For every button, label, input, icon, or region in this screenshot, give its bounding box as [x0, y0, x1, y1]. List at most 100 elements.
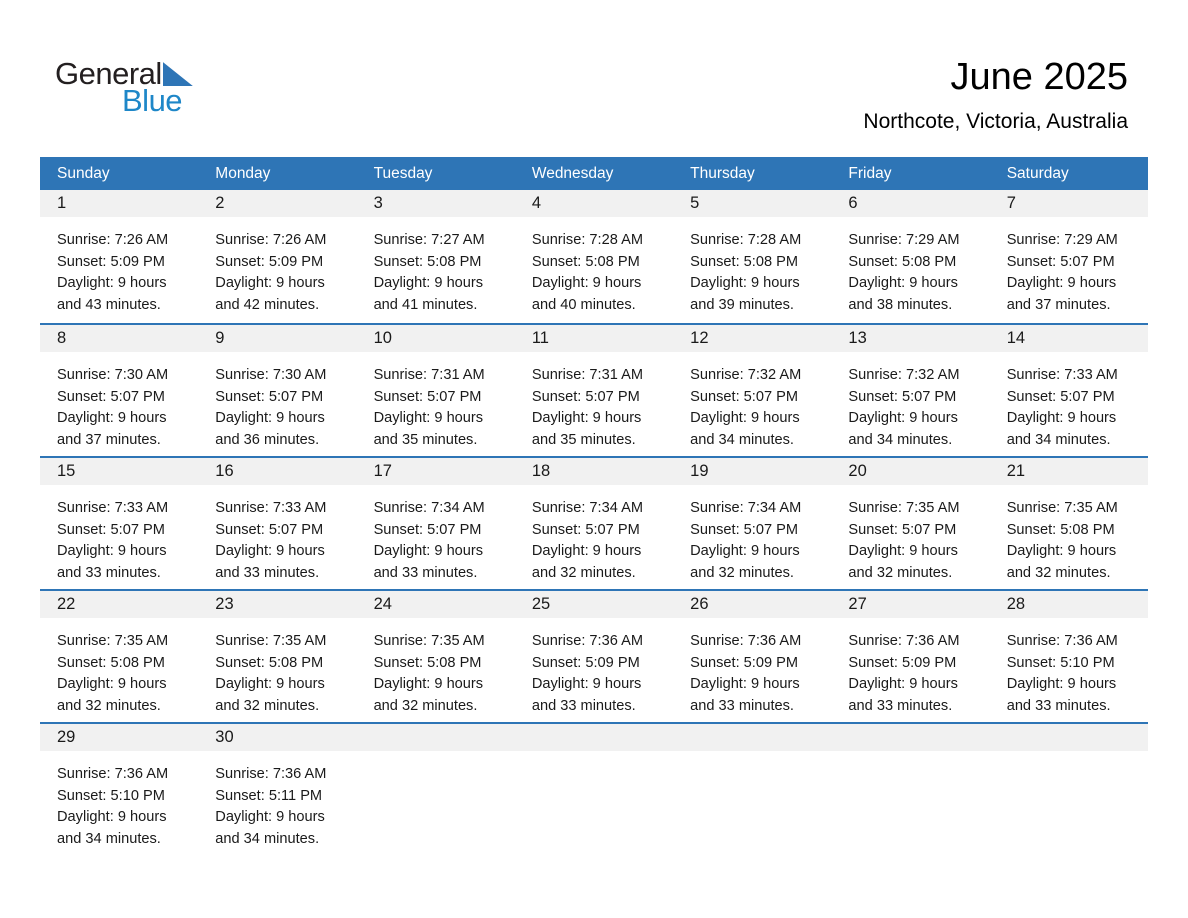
sunrise-text: Sunrise: 7:35 AM: [215, 633, 327, 649]
day-details: Sunrise: 7:34 AM Sunset: 5:07 PM Daylight:…: [532, 498, 665, 584]
day-number: 5: [690, 194, 700, 212]
sunset-text: Sunset: 5:09 PM: [690, 654, 799, 671]
sunset-text: Sunset: 5:08 PM: [690, 253, 799, 270]
weekday-header-monday: Monday: [215, 164, 271, 182]
day-number: 13: [848, 329, 867, 347]
day-number: 21: [1006, 462, 1026, 480]
day-details: Sunrise: 7:29 AM Sunset: 5:08 PM Daylight:…: [848, 230, 981, 316]
sunrise-text: Sunrise: 7:29 AM: [1006, 232, 1118, 248]
day-number: 24: [373, 595, 392, 613]
daylight-text-line2: and 34 minutes.: [848, 431, 953, 448]
day-cell-28: 28 Sunrise: 7:36 AM Sunset: 5:10 PM Dayligh…: [990, 591, 1148, 722]
daylight-text-line1: Daylight: 9 hours: [848, 676, 958, 693]
sunrise-text: Sunrise: 7:34 AM: [690, 500, 802, 516]
sunset-text: Sunset: 5:07 PM: [1006, 253, 1115, 270]
weekday-header-row: Sunday Monday Tuesday Wednesday Thursday Frid…: [40, 157, 1148, 190]
daylight-text-line1: Daylight: 9 hours: [531, 676, 642, 693]
day-details: Sunrise: 7:35 AM Sunset: 5:08 PM Daylight:…: [1007, 498, 1140, 584]
calendar-table: Sunday Monday Tuesday Wednesday Thursday Frid…: [40, 157, 1148, 855]
day-details: Sunrise: 7:33 AM Sunset: 5:07 PM Daylight:…: [57, 498, 190, 584]
day-details: Sunrise: 7:26 AM Sunset: 5:09 PM Daylight:…: [57, 230, 190, 316]
day-cell-30: 30 Sunrise: 7:36 AM Sunset: 5:11 PM Dayligh…: [198, 724, 356, 855]
week-row: 1 Sunrise: 7:26 AM Sunset: 5:09 PM Daylight…: [40, 190, 1148, 323]
day-number: 29: [57, 728, 76, 746]
day-details: Sunrise: 7:34 AM Sunset: 5:07 PM Daylight:…: [374, 498, 507, 584]
sunset-text: Sunset: 5:07 PM: [57, 521, 165, 538]
week-row: 29 Sunrise: 7:36 AM Sunset: 5:10 PM Dayligh…: [40, 722, 1148, 855]
day-cell-empty: [357, 724, 515, 855]
day-cell-8: 8 Sunrise: 7:30 AM Sunset: 5:07 PM Daylight…: [40, 325, 198, 456]
day-cell-27: 27 Sunrise: 7:36 AM Sunset: 5:09 PM Dayligh…: [831, 591, 989, 722]
day-cell-16: 16 Sunrise: 7:33 AM Sunset: 5:07 PM Dayligh…: [198, 458, 356, 589]
week-row: 8 Sunrise: 7:30 AM Sunset: 5:07 PM Daylight…: [40, 323, 1148, 456]
sunrise-text: Sunrise: 7:26 AM: [57, 232, 169, 248]
daylight-text-line2: and 38 minutes.: [848, 296, 953, 313]
sunrise-text: Sunrise: 7:27 AM: [373, 232, 485, 248]
day-cell-26: 26 Sunrise: 7:36 AM Sunset: 5:09 PM Dayligh…: [673, 591, 831, 722]
weekday-header-friday: Friday: [848, 164, 892, 182]
day-cell-empty: [673, 724, 831, 855]
daylight-text-line2: and 42 minutes.: [215, 296, 320, 313]
daylight-text-line1: Daylight: 9 hours: [1006, 275, 1117, 292]
sunset-text: Sunset: 5:08 PM: [57, 654, 165, 671]
daylight-text-line2: and 34 minutes.: [1006, 431, 1111, 448]
daylight-text-line2: and 32 minutes.: [531, 564, 636, 581]
day-number: 19: [690, 462, 709, 480]
daylight-text-line1: Daylight: 9 hours: [373, 543, 484, 560]
daylight-text-line2: and 43 minutes.: [57, 296, 161, 313]
sunrise-text: Sunrise: 7:29 AM: [848, 232, 960, 248]
daylight-text-line2: and 39 minutes.: [690, 296, 794, 313]
week-row: 15 Sunrise: 7:33 AM Sunset: 5:07 PM Dayligh…: [40, 456, 1148, 589]
day-details: Sunrise: 7:36 AM Sunset: 5:09 PM Daylight:…: [848, 631, 981, 717]
daylight-text-line2: and 32 minutes.: [848, 564, 953, 581]
sunset-text: Sunset: 5:08 PM: [373, 253, 482, 270]
day-details: Sunrise: 7:31 AM Sunset: 5:07 PM Daylight:…: [374, 365, 507, 451]
daylight-text-line2: and 36 minutes.: [215, 431, 320, 448]
daylight-text-line2: and 41 minutes.: [373, 296, 478, 313]
sunset-text: Sunset: 5:07 PM: [1006, 388, 1115, 405]
day-cell-24: 24 Sunrise: 7:35 AM Sunset: 5:08 PM Dayligh…: [357, 591, 515, 722]
daylight-text-line1: Daylight: 9 hours: [690, 676, 800, 693]
day-details: Sunrise: 7:36 AM Sunset: 5:09 PM Daylight:…: [690, 631, 823, 717]
day-number: 16: [215, 462, 234, 480]
sunrise-text: Sunrise: 7:36 AM: [531, 633, 643, 649]
day-number: 28: [1006, 595, 1026, 613]
sunset-text: Sunset: 5:07 PM: [57, 388, 165, 405]
daylight-text-line2: and 34 minutes.: [690, 431, 794, 448]
daylight-text-line1: Daylight: 9 hours: [848, 410, 958, 427]
day-number: 22: [57, 595, 76, 613]
daylight-text-line1: Daylight: 9 hours: [848, 275, 958, 292]
daylight-text-line2: and 33 minutes.: [1006, 697, 1111, 714]
daylight-text-line2: and 35 minutes.: [373, 431, 478, 448]
week-row: 22 Sunrise: 7:35 AM Sunset: 5:08 PM Dayligh…: [40, 589, 1148, 722]
sunrise-text: Sunrise: 7:36 AM: [215, 766, 327, 782]
daylight-text-line2: and 33 minutes.: [531, 697, 636, 714]
sunset-text: Sunset: 5:10 PM: [1006, 654, 1115, 671]
daylight-text-line1: Daylight: 9 hours: [57, 410, 167, 427]
sunset-text: Sunset: 5:07 PM: [373, 388, 482, 405]
day-cell-14: 14 Sunrise: 7:33 AM Sunset: 5:07 PM Dayligh…: [990, 325, 1148, 456]
sunrise-text: Sunrise: 7:32 AM: [848, 367, 960, 383]
day-number: 14: [1006, 329, 1026, 347]
day-number: 4: [531, 194, 542, 212]
day-cell-2: 2 Sunrise: 7:26 AM Sunset: 5:09 PM Daylight…: [198, 190, 356, 323]
day-number: 15: [57, 462, 76, 480]
sunset-text: Sunset: 5:08 PM: [1006, 521, 1115, 538]
sunrise-text: Sunrise: 7:31 AM: [373, 367, 485, 383]
day-number: 12: [690, 329, 709, 347]
daylight-text-line1: Daylight: 9 hours: [1006, 676, 1117, 693]
daylight-text-line2: and 35 minutes.: [531, 431, 636, 448]
day-number: 18: [531, 462, 551, 480]
day-number: 27: [848, 595, 867, 613]
day-number: 2: [215, 194, 225, 212]
day-number: 17: [373, 462, 392, 480]
daylight-text-line1: Daylight: 9 hours: [57, 275, 167, 292]
sunrise-text: Sunrise: 7:35 AM: [373, 633, 485, 649]
day-number: 10: [373, 329, 392, 347]
logo-triangle-icon: [162, 62, 193, 86]
day-number: 25: [531, 595, 551, 613]
daylight-text-line1: Daylight: 9 hours: [690, 410, 800, 427]
day-cell-9: 9 Sunrise: 7:30 AM Sunset: 5:07 PM Daylight…: [198, 325, 356, 456]
weekday-header-sunday: Sunday: [57, 164, 110, 182]
